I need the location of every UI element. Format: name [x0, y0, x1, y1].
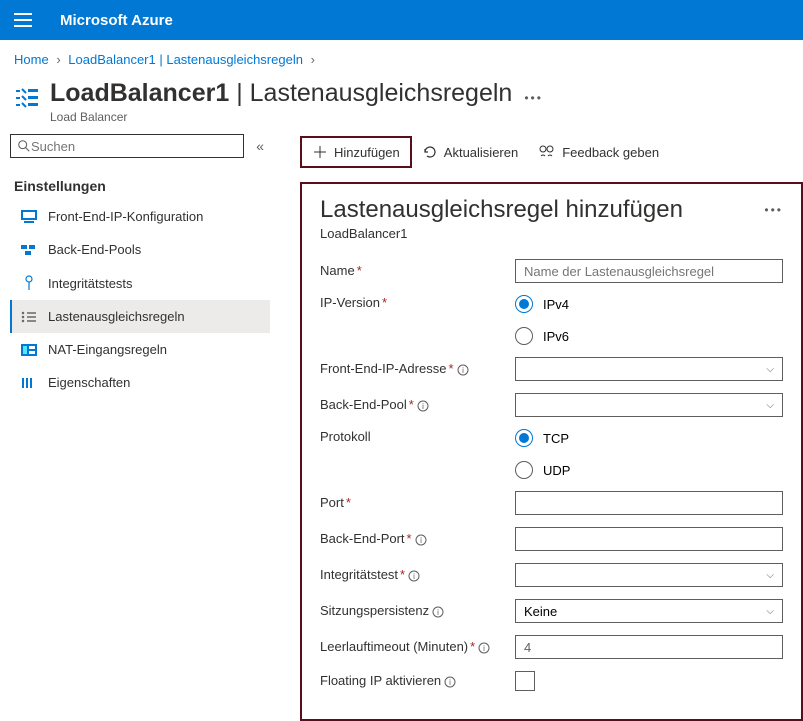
hamburger-menu-icon[interactable]	[14, 13, 32, 27]
add-rule-panel: Lastenausgleichsregel hinzufügen ••• Loa…	[300, 182, 803, 721]
sidebar-item-backend-pools[interactable]: Back-End-Pools	[10, 233, 270, 266]
breadcrumb-sep: ›	[56, 52, 60, 67]
search-icon	[17, 139, 31, 153]
idle-timeout-label: Leerlauftimeout (Minuten)*i	[320, 639, 515, 655]
collapse-sidebar-icon[interactable]: «	[256, 138, 264, 154]
health-probe-select[interactable]: ⌵	[515, 563, 783, 587]
refresh-button[interactable]: Aktualisieren	[412, 140, 528, 164]
radio-udp[interactable]: UDP	[515, 461, 783, 479]
name-input[interactable]	[515, 259, 783, 283]
search-box[interactable]	[10, 134, 244, 158]
info-icon[interactable]: i	[415, 534, 427, 546]
sidebar-heading: Einstellungen	[10, 172, 270, 200]
add-button[interactable]: Hinzufügen	[302, 140, 410, 164]
backend-port-input[interactable]	[515, 527, 783, 551]
svg-text:i: i	[483, 644, 485, 653]
panel-more-icon[interactable]: •••	[764, 203, 783, 217]
sidebar-item-label: Back-End-Pools	[48, 242, 141, 257]
panel-subtitle: LoadBalancer1	[320, 226, 783, 241]
sidebar: « Einstellungen Front-End-IP-Konfigurati…	[10, 134, 270, 721]
sidebar-item-label: Lastenausgleichsregeln	[48, 309, 185, 324]
info-icon[interactable]: i	[408, 570, 420, 582]
svg-text:i: i	[413, 572, 415, 581]
radio-ipv4[interactable]: IPv4	[515, 295, 783, 313]
info-icon[interactable]: i	[478, 642, 490, 654]
add-button-label: Hinzufügen	[334, 145, 400, 160]
backend-pools-icon	[20, 243, 38, 257]
frontend-ip-icon	[20, 210, 38, 224]
brand-label: Microsoft Azure	[60, 12, 173, 29]
frontend-ip-label: Front-End-IP-Adresse*i	[320, 361, 515, 377]
session-persistence-select[interactable]: Keine⌵	[515, 599, 783, 623]
page-title-area: LoadBalancer1 | Lastenausgleichsregeln L…	[0, 75, 803, 134]
search-input[interactable]	[31, 139, 237, 154]
idle-timeout-input[interactable]	[515, 635, 783, 659]
page-title: LoadBalancer1 | Lastenausgleichsregeln	[50, 79, 512, 108]
svg-text:i: i	[422, 402, 424, 411]
backend-port-label: Back-End-Port*i	[320, 531, 515, 547]
port-input[interactable]	[515, 491, 783, 515]
panel-title: Lastenausgleichsregel hinzufügen •••	[320, 196, 783, 224]
sidebar-item-health-probes[interactable]: Integritätstests	[10, 266, 270, 300]
properties-icon	[20, 376, 38, 390]
refresh-button-label: Aktualisieren	[444, 145, 518, 160]
health-probe-label: Integritätstest*i	[320, 567, 515, 583]
info-icon[interactable]: i	[444, 676, 456, 688]
radio-tcp[interactable]: TCP	[515, 429, 783, 447]
feedback-icon	[538, 144, 556, 160]
frontend-ip-select[interactable]: ⌵	[515, 357, 783, 381]
port-label: Port*	[320, 495, 515, 511]
breadcrumb-home[interactable]: Home	[14, 52, 49, 67]
info-icon[interactable]: i	[432, 606, 444, 618]
svg-text:i: i	[449, 678, 451, 687]
plus-icon	[312, 144, 328, 160]
nat-rules-icon	[20, 344, 38, 356]
refresh-icon	[422, 144, 438, 160]
main-content: Hinzufügen Aktualisieren Feedback geben …	[270, 134, 803, 721]
info-icon[interactable]: i	[457, 364, 469, 376]
sidebar-item-label: Eigenschaften	[48, 375, 130, 390]
sidebar-item-label: Integritätstests	[48, 276, 133, 291]
backend-pool-select[interactable]: ⌵	[515, 393, 783, 417]
breadcrumb-sep: ›	[311, 52, 315, 67]
load-balancer-icon	[14, 85, 40, 116]
sidebar-item-properties[interactable]: Eigenschaften	[10, 366, 270, 399]
sidebar-item-label: Front-End-IP-Konfiguration	[48, 209, 203, 224]
lb-rules-icon	[20, 310, 38, 324]
sidebar-item-frontend-ip[interactable]: Front-End-IP-Konfiguration	[10, 200, 270, 233]
svg-text:i: i	[462, 366, 464, 375]
sidebar-item-label: NAT-Eingangsregeln	[48, 342, 167, 357]
sidebar-item-nat-rules[interactable]: NAT-Eingangsregeln	[10, 333, 270, 366]
breadcrumb-lb[interactable]: LoadBalancer1 | Lastenausgleichsregeln	[68, 52, 303, 67]
more-actions-icon[interactable]: •••	[524, 91, 543, 105]
svg-text:i: i	[437, 608, 439, 617]
svg-text:i: i	[420, 536, 422, 545]
health-probe-icon	[20, 275, 38, 291]
page-subtitle: Load Balancer	[50, 110, 512, 124]
breadcrumb: Home › LoadBalancer1 | Lastenausgleichsr…	[0, 40, 803, 75]
protocol-label: Protokoll	[320, 429, 515, 445]
feedback-button[interactable]: Feedback geben	[528, 140, 669, 164]
session-persistence-label: Sitzungspersistenzi	[320, 603, 515, 619]
name-label: Name*	[320, 263, 515, 279]
backend-pool-label: Back-End-Pool*i	[320, 397, 515, 413]
floating-ip-label: Floating IP aktiviereni	[320, 673, 515, 689]
toolbar: Hinzufügen Aktualisieren Feedback geben	[300, 134, 803, 170]
floating-ip-checkbox[interactable]	[515, 671, 535, 691]
info-icon[interactable]: i	[417, 400, 429, 412]
radio-ipv6[interactable]: IPv6	[515, 327, 783, 345]
top-header: Microsoft Azure	[0, 0, 803, 40]
sidebar-item-lb-rules[interactable]: Lastenausgleichsregeln	[10, 300, 270, 333]
ip-version-label: IP-Version*	[320, 295, 515, 311]
feedback-button-label: Feedback geben	[562, 145, 659, 160]
